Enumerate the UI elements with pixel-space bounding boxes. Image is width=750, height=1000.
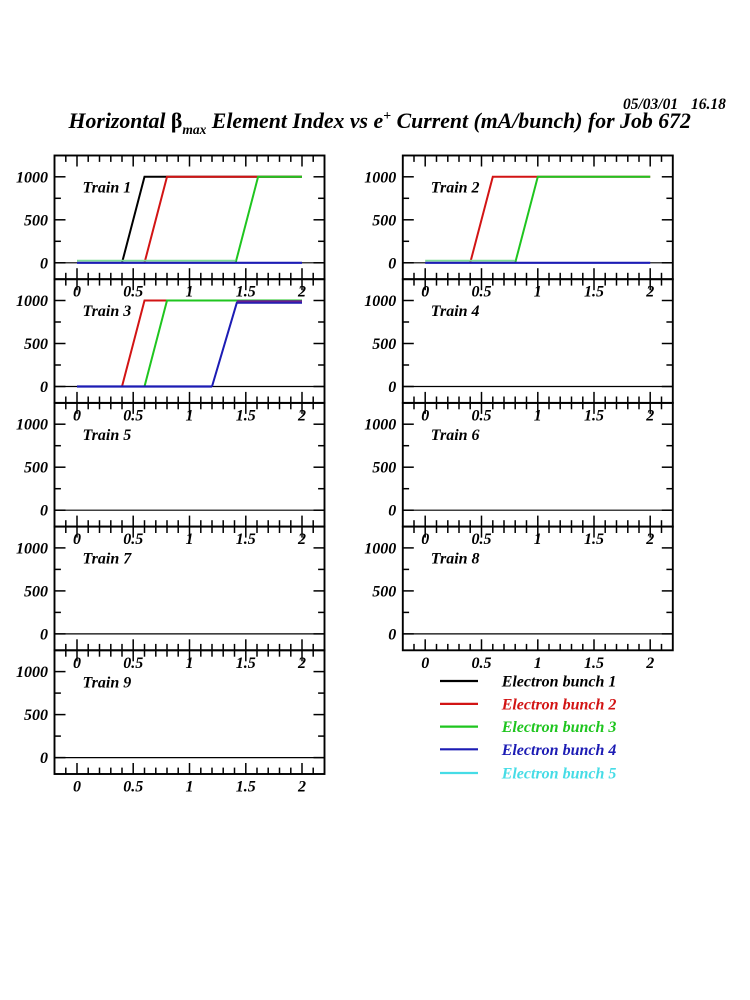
svg-text:Train 9: Train 9 — [83, 674, 132, 691]
svg-text:0: 0 — [73, 407, 81, 424]
svg-text:0: 0 — [40, 503, 48, 520]
svg-text:1.5: 1.5 — [584, 655, 604, 672]
svg-text:1000: 1000 — [364, 169, 396, 186]
svg-text:1000: 1000 — [16, 664, 48, 681]
svg-text:Train 8: Train 8 — [431, 551, 480, 568]
svg-text:1000: 1000 — [16, 417, 48, 434]
svg-text:Train 7: Train 7 — [83, 551, 133, 568]
svg-text:1: 1 — [534, 655, 542, 672]
svg-text:0: 0 — [40, 750, 48, 767]
svg-text:Train 4: Train 4 — [431, 303, 480, 320]
svg-text:0.5: 0.5 — [123, 531, 143, 548]
svg-text:2: 2 — [297, 655, 306, 672]
svg-text:1.5: 1.5 — [236, 779, 256, 796]
svg-text:0.5: 0.5 — [123, 284, 143, 301]
svg-text:500: 500 — [24, 212, 48, 229]
svg-text:1: 1 — [534, 531, 542, 548]
svg-text:2: 2 — [297, 407, 306, 424]
svg-text:0: 0 — [421, 531, 429, 548]
svg-text:500: 500 — [372, 212, 396, 229]
svg-text:0: 0 — [421, 284, 429, 301]
svg-text:1: 1 — [186, 655, 194, 672]
svg-text:1000: 1000 — [364, 540, 396, 557]
svg-text:1000: 1000 — [16, 169, 48, 186]
svg-text:1.5: 1.5 — [236, 407, 256, 424]
svg-text:16.18: 16.18 — [691, 96, 726, 113]
svg-text:500: 500 — [372, 583, 396, 600]
svg-text:0.5: 0.5 — [123, 779, 143, 796]
svg-text:1: 1 — [534, 407, 542, 424]
svg-text:1.5: 1.5 — [236, 531, 256, 548]
svg-text:0.5: 0.5 — [472, 284, 492, 301]
svg-text:1.5: 1.5 — [236, 655, 256, 672]
svg-text:500: 500 — [24, 707, 48, 724]
svg-text:2: 2 — [645, 284, 654, 301]
svg-text:0: 0 — [40, 379, 48, 396]
svg-text:0: 0 — [40, 626, 48, 643]
svg-text:0: 0 — [73, 655, 81, 672]
svg-text:1: 1 — [186, 407, 194, 424]
svg-text:Electron bunch 1: Electron bunch 1 — [501, 674, 617, 691]
svg-text:2: 2 — [645, 407, 654, 424]
svg-text:Train 2: Train 2 — [431, 180, 480, 197]
svg-text:2: 2 — [297, 531, 306, 548]
svg-text:0: 0 — [388, 503, 396, 520]
svg-text:0: 0 — [73, 531, 81, 548]
svg-text:500: 500 — [24, 583, 48, 600]
svg-text:0.5: 0.5 — [123, 407, 143, 424]
svg-text:1.5: 1.5 — [584, 284, 604, 301]
svg-text:1: 1 — [186, 531, 194, 548]
svg-text:Train 3: Train 3 — [83, 303, 132, 320]
svg-text:2: 2 — [645, 655, 654, 672]
svg-text:2: 2 — [297, 779, 306, 796]
svg-text:1000: 1000 — [364, 417, 396, 434]
svg-text:Train 1: Train 1 — [83, 180, 132, 197]
svg-text:0: 0 — [388, 255, 396, 272]
svg-text:500: 500 — [24, 460, 48, 477]
svg-text:500: 500 — [372, 460, 396, 477]
svg-text:05/03/01: 05/03/01 — [623, 96, 678, 113]
svg-text:Electron bunch 2: Electron bunch 2 — [501, 697, 617, 714]
svg-text:0: 0 — [40, 255, 48, 272]
svg-text:0: 0 — [388, 379, 396, 396]
svg-text:Electron bunch 4: Electron bunch 4 — [501, 742, 617, 759]
svg-text:0.5: 0.5 — [123, 655, 143, 672]
svg-text:1000: 1000 — [16, 293, 48, 310]
svg-text:1: 1 — [534, 284, 542, 301]
svg-text:Train 6: Train 6 — [431, 427, 480, 444]
svg-text:2: 2 — [645, 531, 654, 548]
svg-text:1.5: 1.5 — [584, 407, 604, 424]
svg-text:Train 5: Train 5 — [83, 427, 132, 444]
svg-text:1.5: 1.5 — [236, 284, 256, 301]
svg-text:Horizontal βmax Element Index: Horizontal βmax Element Index vs e+ Curr… — [68, 109, 691, 137]
svg-text:1000: 1000 — [364, 293, 396, 310]
svg-text:500: 500 — [24, 336, 48, 353]
svg-text:0: 0 — [421, 407, 429, 424]
svg-text:0.5: 0.5 — [472, 531, 492, 548]
svg-text:0: 0 — [73, 779, 81, 796]
svg-text:Electron bunch 3: Electron bunch 3 — [501, 719, 617, 736]
svg-text:0: 0 — [421, 655, 429, 672]
svg-text:1: 1 — [186, 284, 194, 301]
svg-text:Electron bunch 5: Electron bunch 5 — [501, 766, 617, 783]
svg-text:1000: 1000 — [16, 540, 48, 557]
svg-text:1: 1 — [186, 779, 194, 796]
svg-text:2: 2 — [297, 284, 306, 301]
svg-text:500: 500 — [372, 336, 396, 353]
svg-text:0.5: 0.5 — [472, 407, 492, 424]
svg-text:1.5: 1.5 — [584, 531, 604, 548]
svg-text:0: 0 — [388, 626, 396, 643]
svg-text:0.5: 0.5 — [472, 655, 492, 672]
svg-text:0: 0 — [73, 284, 81, 301]
